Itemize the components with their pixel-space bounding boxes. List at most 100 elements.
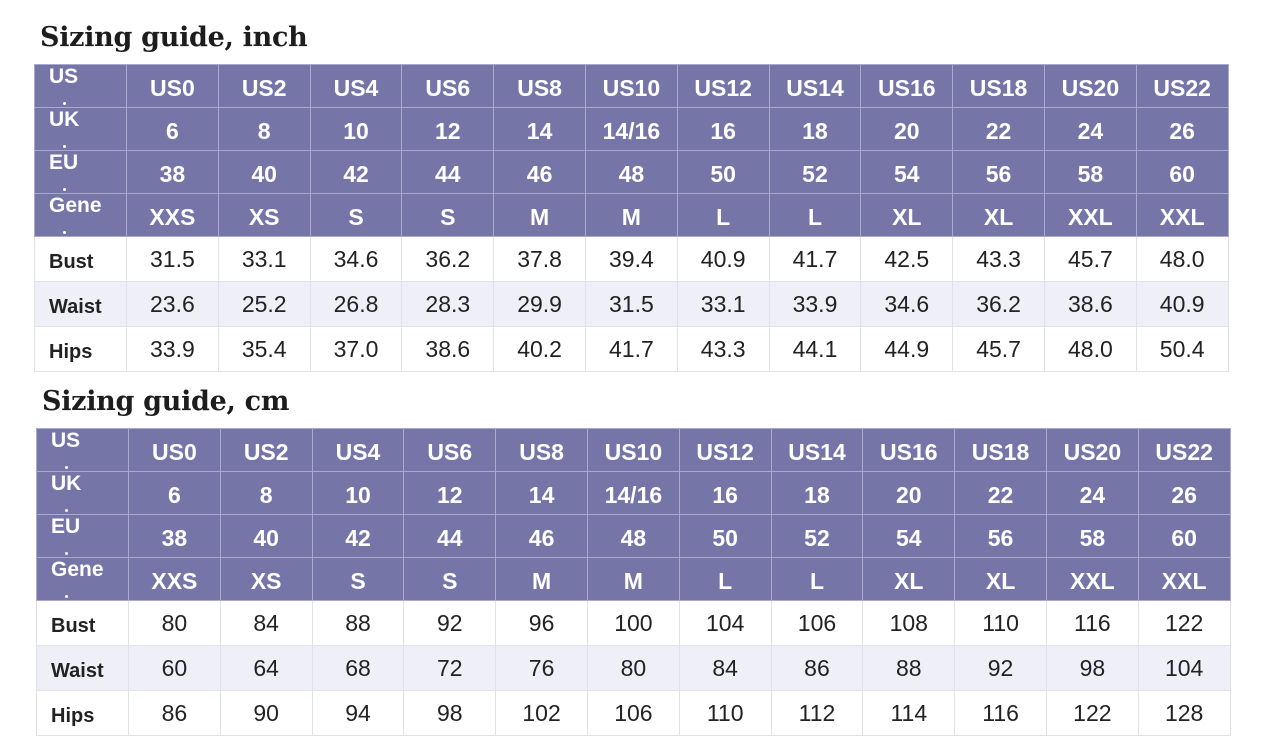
size-header-row-eu: EU 38 40 42 44 46 48 50 52 54 56 58 60 bbox=[34, 150, 1229, 194]
size-header-cell: XL bbox=[862, 557, 956, 601]
measurement-cell: 40.2 bbox=[493, 326, 586, 372]
measurement-cell: 34.6 bbox=[309, 236, 403, 282]
size-header-cell: 42 bbox=[309, 150, 403, 194]
measurement-cell: 26.8 bbox=[309, 281, 403, 327]
inch-size-table: US US0 US2 US4 US6 US8 US10 US12 US14 US16 US18 US2… bbox=[34, 64, 1229, 372]
size-header-cell: 48 bbox=[586, 514, 680, 558]
size-header-cell: 14/16 bbox=[586, 471, 680, 515]
size-header-cell: 18 bbox=[768, 107, 862, 151]
size-header-cell: S bbox=[309, 193, 403, 237]
measurement-cell: 64 bbox=[219, 645, 313, 691]
measurement-cell: 25.2 bbox=[217, 281, 311, 327]
size-header-cell: 26 bbox=[1135, 107, 1229, 151]
size-header-cell: US22 bbox=[1137, 428, 1231, 472]
measurement-cell: 116 bbox=[1045, 600, 1139, 646]
size-header-cell: 20 bbox=[862, 471, 956, 515]
cm-sizing-section: Sizing guide, cm US US0 US2 US4 US6 US8 US10 US… bbox=[36, 382, 1231, 736]
size-system-label-text: UK bbox=[51, 472, 82, 495]
size-header-cell: XL bbox=[952, 193, 1045, 237]
measurement-cell: 38.6 bbox=[1043, 281, 1137, 327]
measurement-cell: 92 bbox=[403, 600, 497, 646]
cm-size-table: US US0 US2 US4 US6 US8 US10 US12 US14 US16 US18 US2… bbox=[36, 428, 1231, 736]
measurement-cell: 104 bbox=[1137, 645, 1231, 691]
measurement-row-bust: Bust 80 84 88 92 96 100 104 106 108 110 116 122 bbox=[36, 600, 1231, 646]
size-header-cell: 44 bbox=[403, 514, 497, 558]
size-header-cell: 8 bbox=[217, 107, 311, 151]
measurement-cell: 41.7 bbox=[584, 326, 678, 372]
measurement-cell: 108 bbox=[862, 600, 956, 646]
size-header-cell: L bbox=[678, 557, 772, 601]
measurement-cell: 29.9 bbox=[493, 281, 586, 327]
measurement-cell: 43.3 bbox=[676, 326, 770, 372]
measurement-cell: 92 bbox=[954, 645, 1047, 691]
size-header-cell: XXL bbox=[1043, 193, 1137, 237]
measurement-cell: 60 bbox=[128, 645, 221, 691]
size-header-row-us: US US0 US2 US4 US6 US8 US10 US12 US14 US16 US18 US2… bbox=[36, 428, 1231, 472]
size-header-cell: 52 bbox=[768, 150, 862, 194]
measurement-label: Hips bbox=[34, 326, 127, 372]
size-header-cell: S bbox=[403, 557, 497, 601]
measurement-label: Bust bbox=[36, 600, 129, 646]
size-header-cell: US12 bbox=[678, 428, 772, 472]
size-header-cell: XL bbox=[954, 557, 1047, 601]
measurement-cell: 96 bbox=[495, 600, 588, 646]
measurement-cell: 40.9 bbox=[1135, 281, 1229, 327]
size-header-cell: 6 bbox=[128, 471, 221, 515]
size-header-cell: 48 bbox=[584, 150, 678, 194]
size-header-cell: XXL bbox=[1135, 193, 1229, 237]
size-header-cell: US18 bbox=[952, 64, 1045, 108]
size-header-cell: XXS bbox=[128, 557, 221, 601]
measurement-cell: 76 bbox=[495, 645, 588, 691]
measurement-cell: 36.2 bbox=[952, 281, 1045, 327]
size-header-row-gene: Gene XXS XS S S M M L L XL XL XXL XXL bbox=[34, 193, 1229, 237]
measurement-cell: 35.4 bbox=[217, 326, 311, 372]
measurement-cell: 43.3 bbox=[952, 236, 1045, 282]
size-header-cell: 60 bbox=[1137, 514, 1231, 558]
size-header-cell: 26 bbox=[1137, 471, 1231, 515]
size-header-row-us: US US0 US2 US4 US6 US8 US10 US12 US14 US16 US18 US2… bbox=[34, 64, 1229, 108]
measurement-cell: 36.2 bbox=[401, 236, 495, 282]
measurement-label: Hips bbox=[36, 690, 129, 736]
size-header-cell: XXS bbox=[126, 193, 219, 237]
measurement-cell: 106 bbox=[770, 600, 864, 646]
size-header-cell: US10 bbox=[584, 64, 678, 108]
size-header-cell: US8 bbox=[493, 64, 586, 108]
measurement-row-waist: Waist 23.6 25.2 26.8 28.3 29.9 31.5 33.1 33.9 34.… bbox=[34, 281, 1229, 327]
size-header-cell: XL bbox=[860, 193, 954, 237]
measurement-cell: 110 bbox=[954, 600, 1047, 646]
size-header-cell: US16 bbox=[860, 64, 954, 108]
size-header-cell: XXL bbox=[1045, 557, 1139, 601]
size-system-label-text: US bbox=[49, 65, 79, 88]
size-system-label: UK bbox=[36, 471, 129, 515]
measurement-label: Bust bbox=[34, 236, 127, 282]
size-header-row-uk: UK 6 8 10 12 14 14/16 16 18 20 22 24 26 bbox=[34, 107, 1229, 151]
size-header-cell: US20 bbox=[1043, 64, 1137, 108]
measurement-cell: 106 bbox=[586, 690, 680, 736]
size-system-label-text: US bbox=[51, 429, 81, 452]
size-header-cell: US6 bbox=[403, 428, 497, 472]
measurement-cell: 80 bbox=[128, 600, 221, 646]
size-header-cell: 52 bbox=[770, 514, 864, 558]
size-header-cell: 42 bbox=[311, 514, 405, 558]
size-header-cell: 16 bbox=[676, 107, 770, 151]
measurement-cell: 84 bbox=[219, 600, 313, 646]
measurement-cell: 33.1 bbox=[676, 281, 770, 327]
size-header-cell: 10 bbox=[309, 107, 403, 151]
size-header-cell: 10 bbox=[311, 471, 405, 515]
size-header-cell: 14 bbox=[493, 107, 586, 151]
size-header-cell: 20 bbox=[860, 107, 954, 151]
size-header-cell: 24 bbox=[1043, 107, 1137, 151]
size-system-label: UK bbox=[34, 107, 127, 151]
dot-mark bbox=[65, 552, 68, 555]
measurement-cell: 41.7 bbox=[768, 236, 862, 282]
size-header-cell: US4 bbox=[311, 428, 405, 472]
size-header-cell: 16 bbox=[678, 471, 772, 515]
size-header-cell: XXL bbox=[1137, 557, 1231, 601]
size-header-cell: 38 bbox=[126, 150, 219, 194]
size-system-label: EU bbox=[34, 150, 127, 194]
size-header-cell: US18 bbox=[954, 428, 1047, 472]
measurement-label: Waist bbox=[34, 281, 127, 327]
size-system-label-text: EU bbox=[51, 515, 81, 538]
measurement-cell: 33.9 bbox=[126, 326, 219, 372]
size-header-cell: 8 bbox=[219, 471, 313, 515]
